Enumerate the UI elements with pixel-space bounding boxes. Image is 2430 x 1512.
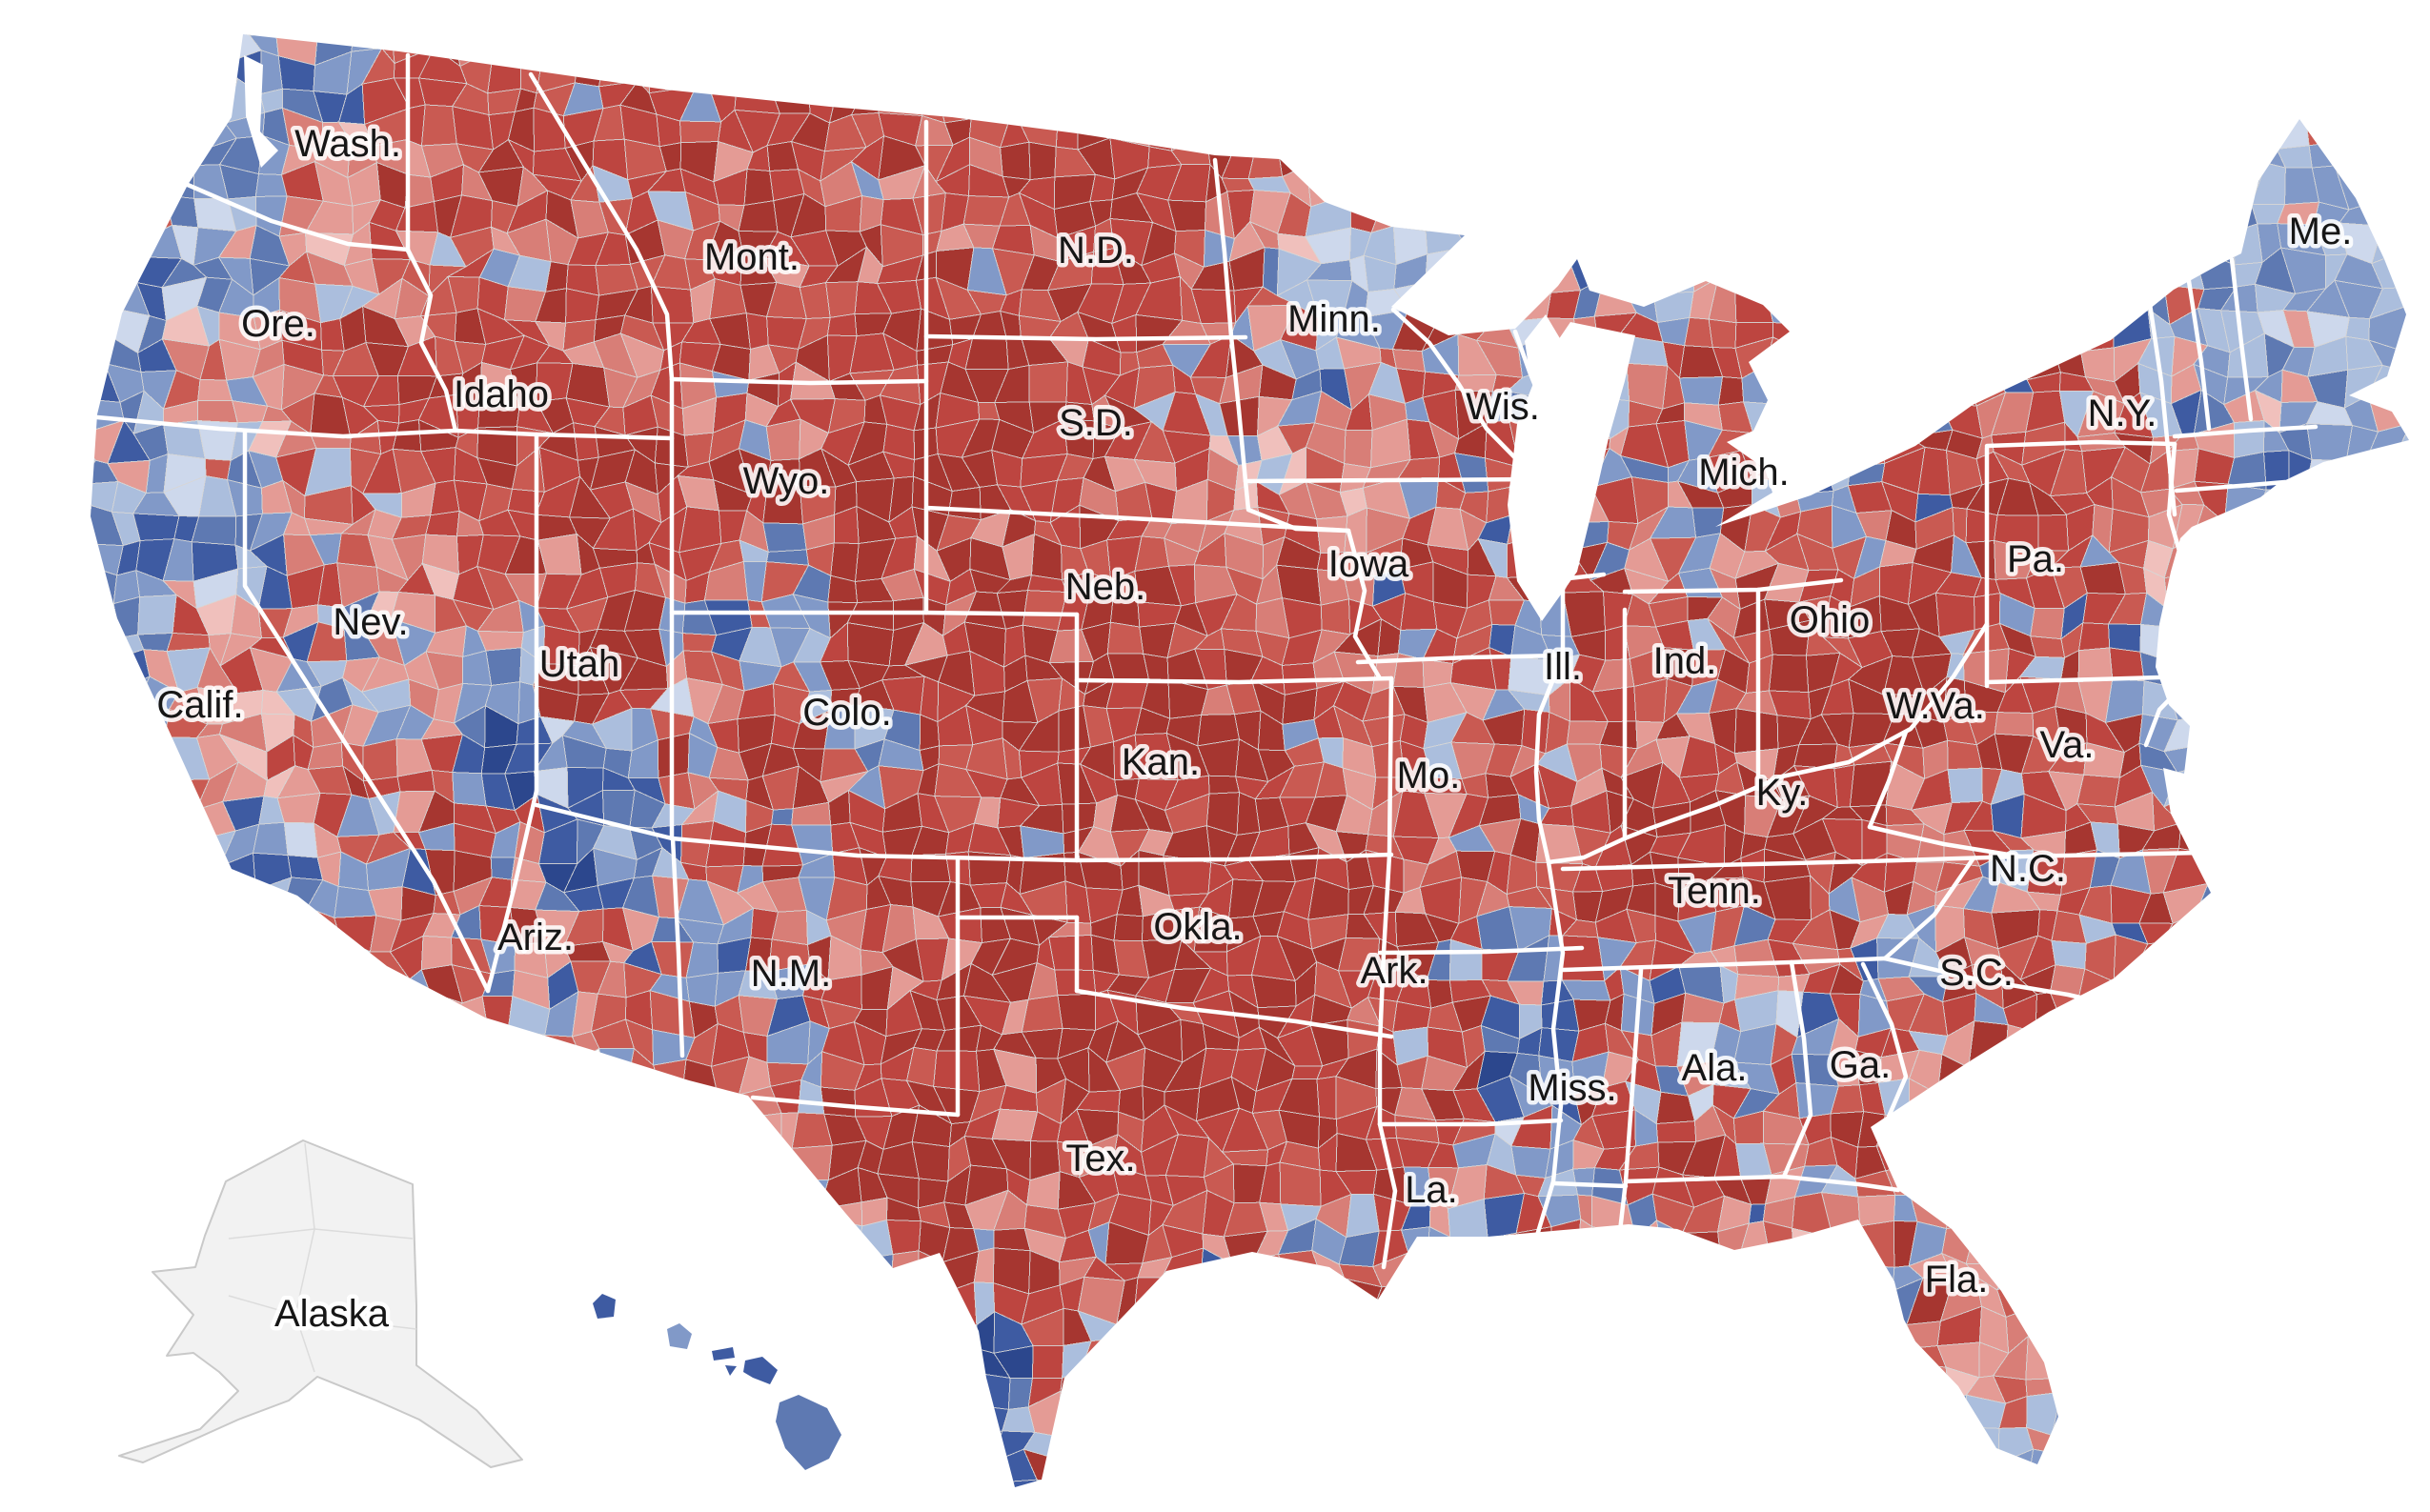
state-label-tenn: Tenn.	[1668, 870, 1761, 912]
state-label-sc: S.C.	[1939, 952, 2014, 994]
state-label-va: Va.	[2039, 724, 2094, 766]
state-label-colo: Colo.	[802, 692, 891, 734]
state-labels: Wash. Ore. Idaho Mont. N.D. S.D. Minn. Wis. Mich…	[152, 119, 2357, 1340]
state-label-ky: Ky.	[1756, 772, 1809, 814]
state-label-ore: Ore.	[241, 303, 315, 345]
state-label-kan: Kan.	[1122, 741, 1200, 783]
hawaii-lanai	[725, 1365, 737, 1376]
state-label-nev: Nev.	[333, 601, 408, 643]
state-label-ohio: Ohio	[1790, 599, 1871, 641]
state-label-wis: Wis.	[1466, 386, 1540, 428]
state-label-mo: Mo.	[1397, 755, 1461, 796]
state-label-calif: Calif.	[156, 684, 243, 726]
hawaii-maui	[743, 1357, 778, 1384]
hawaii-hawaii-island	[776, 1395, 841, 1470]
hawaii-kauai	[593, 1294, 616, 1319]
state-label-ark: Ark.	[1360, 950, 1428, 992]
state-label-wva: W.Va.	[1886, 685, 1985, 727]
state-label-nd: N.D.	[1058, 230, 1134, 272]
state-label-ind: Ind.	[1653, 640, 1717, 682]
state-label-me: Me.	[2289, 211, 2353, 252]
state-label-ill: Ill.	[1544, 646, 1582, 688]
state-label-wash: Wash.	[294, 123, 401, 165]
hawaii-molokai	[712, 1347, 735, 1361]
state-label-idaho: Idaho	[454, 373, 549, 415]
state-label-iowa: Iowa	[1328, 543, 1409, 585]
hawaii-oahu	[667, 1323, 692, 1349]
state-label-ala: Ala.	[1682, 1047, 1748, 1089]
state-label-pa: Pa.	[2007, 538, 2064, 580]
alaska-inset[interactable]	[118, 1139, 523, 1468]
state-label-okla: Okla.	[1153, 906, 1242, 948]
state-label-la: La.	[1405, 1169, 1458, 1211]
state-label-utah: Utah	[539, 643, 620, 685]
state-label-neb: Neb.	[1065, 566, 1146, 608]
state-label-ny: N.Y.	[2088, 393, 2157, 434]
state-label-ariz: Ariz.	[497, 917, 574, 958]
state-label-nm: N.M.	[751, 953, 831, 995]
state-label-fla: Fla.	[1925, 1259, 1989, 1300]
state-label-mont: Mont.	[704, 236, 800, 278]
state-borders	[94, 52, 2319, 1270]
state-label-alaska: Alaska	[274, 1293, 390, 1335]
state-label-sd: S.D.	[1059, 402, 1133, 444]
state-label-tex: Tex.	[1065, 1138, 1135, 1179]
state-label-minn: Minn.	[1287, 298, 1381, 340]
alaska-shape	[118, 1139, 523, 1468]
hawaii-islands[interactable]	[593, 1294, 841, 1470]
state-label-mich: Mich.	[1698, 452, 1790, 494]
state-label-ga: Ga.	[1830, 1044, 1891, 1086]
state-label-miss: Miss.	[1528, 1067, 1616, 1109]
state-label-wyo: Wyo.	[743, 460, 830, 502]
state-label-nc: N.C.	[1990, 848, 2066, 890]
